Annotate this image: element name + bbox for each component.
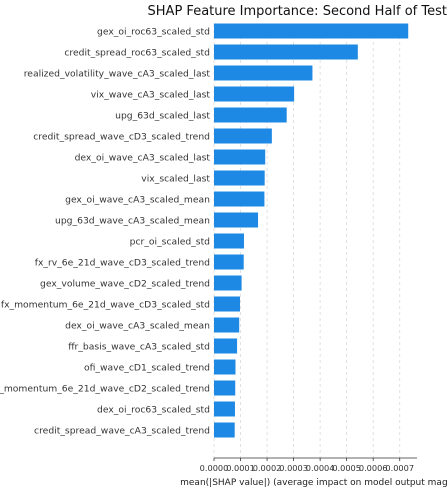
bar: [214, 380, 236, 396]
category-label: credit_spread_wave_cD3_scaled_trend: [33, 131, 210, 142]
x-tick-label: 0.0007: [385, 463, 414, 473]
bar: [214, 107, 287, 123]
bar: [214, 401, 235, 417]
category-label: dex_oi_wave_cA3_scaled_last: [75, 152, 211, 163]
bar: [214, 212, 259, 228]
category-label: credit_spread_wave_cA3_scaled_trend: [34, 425, 210, 436]
bar: [214, 23, 409, 39]
category-label: fx_momentum_6e_21d_wave_cD2_scaled_trend: [0, 383, 210, 394]
category-label: gex_volume_wave_cD2_scaled_trend: [40, 278, 210, 289]
bar: [214, 275, 242, 291]
bar: [214, 422, 235, 438]
category-label: fx_rv_6e_21d_wave_cD3_scaled_trend: [35, 257, 210, 268]
category-label: realized_volatility_wave_cA3_scaled_last: [24, 68, 211, 79]
x-axis-label: mean(|SHAP value|) (average impact on mo…: [180, 478, 448, 488]
category-label: vix_scaled_last: [141, 173, 210, 184]
category-label: dex_oi_roc63_scaled_std: [97, 404, 210, 415]
category-label: credit_spread_roc63_scaled_std: [64, 47, 210, 58]
category-label: gex_oi_wave_cA3_scaled_mean: [65, 194, 210, 205]
category-label: ofi_wave_cD1_scaled_trend: [84, 362, 210, 373]
bar: [214, 128, 272, 144]
category-label: vix_wave_cA3_scaled_last: [91, 89, 211, 100]
bar: [214, 65, 313, 81]
bar: [214, 191, 265, 207]
bar: [214, 233, 244, 249]
category-label: pcr_oi_scaled_std: [130, 236, 210, 247]
category-labels: gex_oi_roc63_scaled_std credit_spread_roc…: [0, 26, 210, 436]
category-label: gex_oi_roc63_scaled_std: [97, 26, 210, 37]
chart-title: SHAP Feature Importance: Second Half of …: [148, 4, 448, 19]
bar: [214, 254, 244, 270]
x-tick-label: 0.0001: [226, 463, 255, 473]
category-label: upg_63d_scaled_last: [115, 110, 210, 121]
bar: [214, 317, 240, 333]
x-tick-label: 0.0003: [279, 463, 308, 473]
bars: [214, 23, 409, 438]
category-label: ffr_basis_wave_cA3_scaled_std: [68, 341, 210, 352]
x-tick-label: 0.0000: [200, 463, 229, 473]
bar: [214, 359, 236, 375]
bar: [214, 44, 358, 60]
bar: [214, 86, 295, 102]
category-label: dex_oi_wave_cA3_scaled_mean: [65, 320, 210, 331]
bar: [214, 296, 241, 312]
x-tick-label: 0.0002: [253, 463, 282, 473]
category-label: fx_momentum_6e_21d_wave_cD3_scaled_std: [1, 299, 210, 310]
category-label: upg_63d_wave_cA3_scaled_mean: [55, 215, 210, 226]
bar: [214, 149, 266, 165]
x-tick-label: 0.0005: [332, 463, 361, 473]
x-axis-ticks: 0.00000.00010.00020.00030.00040.00050.00…: [200, 458, 414, 473]
bar: [214, 338, 238, 354]
bar: [214, 170, 265, 186]
x-tick-label: 0.0004: [306, 463, 335, 473]
x-tick-label: 0.0006: [359, 463, 388, 473]
